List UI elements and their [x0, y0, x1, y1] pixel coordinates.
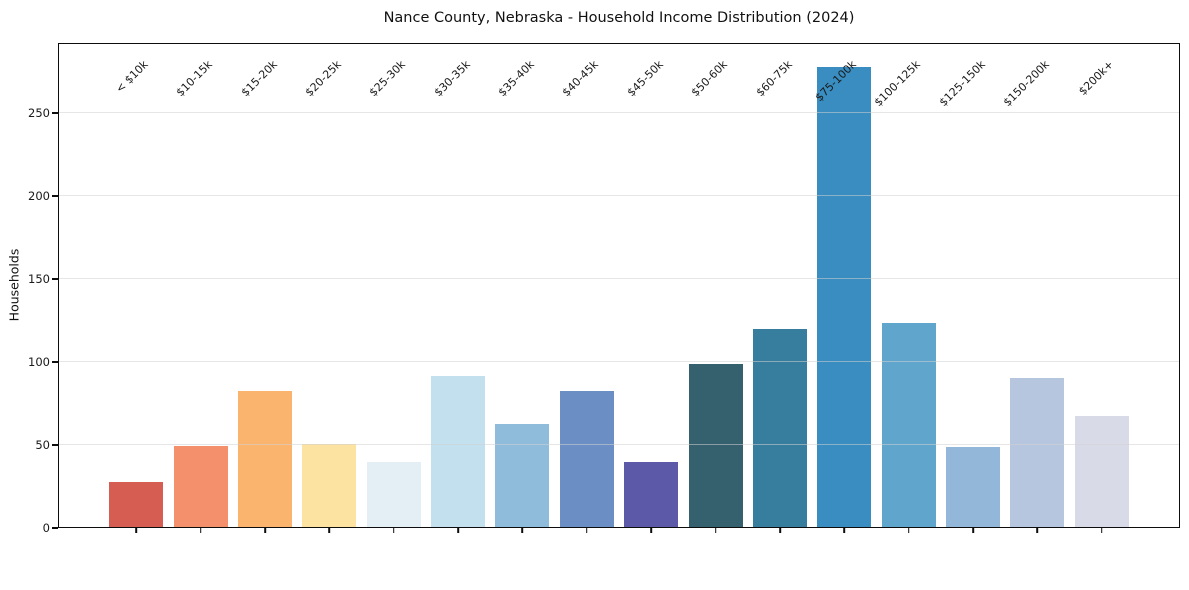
x-tick-mark-9: [650, 527, 652, 533]
x-tick-mark-13: [907, 527, 910, 533]
bar-slot-13: $100-125k: [872, 44, 941, 533]
bar-slot-10: $50-60k: [683, 44, 747, 533]
y-axis-label: Households: [6, 248, 22, 322]
bar-125-150k: [946, 447, 1001, 527]
x-tick-label-7: $35-40k: [495, 57, 538, 100]
bar-slot-9: $45-50k: [619, 44, 683, 533]
bar-slot-5: $25-30k: [362, 44, 426, 533]
x-tick-mark-4: [328, 527, 331, 533]
bar-slot-12: $75-100k: [812, 44, 876, 533]
x-tick-label-4: $20-25k: [302, 57, 344, 100]
bar-slot-11: $60-75k: [748, 44, 812, 533]
bar-20-25k: [302, 443, 357, 527]
y-tick-mark-150: [52, 278, 58, 280]
x-tick-label-1: < $10k: [113, 57, 151, 96]
x-tick-label-3: $15-20k: [238, 57, 280, 100]
y-tick-mark-0: [52, 527, 58, 529]
bar-slot-1: < $10k: [104, 44, 168, 533]
x-tick-mark-16: [1101, 527, 1103, 533]
x-tick-label-6: $30-35k: [431, 57, 473, 100]
x-tick-label-5: $25-30k: [367, 57, 409, 100]
y-tick-mark-100: [52, 361, 58, 363]
bar-35-40k: [495, 424, 550, 527]
bars-container: < $10k $10-15k $15-20k $20-25k $25-30k $30-35…: [104, 44, 1134, 533]
bar-40-45k: [559, 390, 614, 527]
bar-25-30k: [366, 462, 421, 527]
bar-45-50k: [624, 462, 679, 527]
x-tick-mark-15: [1036, 527, 1039, 533]
bar-200k: [1074, 415, 1129, 527]
x-tick-label-8: $40-45k: [560, 57, 602, 100]
bar-100-125k: [881, 322, 936, 527]
x-tick-mark-3: [264, 527, 266, 533]
chart-title: Nance County, Nebraska - Household Incom…: [383, 10, 855, 26]
bar-slot-2: $10-15k: [168, 44, 232, 533]
bar-75-100k: [817, 66, 872, 527]
bar-slot-14: $125-150k: [937, 44, 1005, 533]
x-tick-label-13: $100-125k: [872, 57, 924, 110]
bar-slot-15: $150-200k: [1001, 44, 1069, 533]
bar-10-15k: [173, 445, 228, 527]
bar-slot-16: $200k+: [1070, 44, 1134, 533]
x-tick-label-16: $200k+: [1076, 57, 1117, 98]
x-tick-mark-11: [779, 527, 781, 533]
x-tick-mark-10: [714, 527, 717, 533]
x-tick-label-14: $125-150k: [936, 57, 988, 110]
x-tick-mark-14: [972, 527, 974, 533]
bar-150-200k: [1010, 377, 1065, 527]
x-tick-label-15: $150-200k: [1000, 57, 1053, 110]
bar-slot-7: $35-40k: [490, 44, 554, 533]
x-tick-label-10: $50-60k: [688, 57, 731, 100]
y-tick-mark-250: [52, 111, 58, 114]
bar-slot-6: $30-35k: [426, 44, 490, 533]
bar-50-60k: [688, 364, 743, 527]
bar-slot-3: $15-20k: [233, 44, 297, 533]
x-tick-label-2: $10-15k: [173, 57, 216, 100]
bar-slot-8: $40-45k: [555, 44, 619, 533]
bar-10k: [109, 482, 164, 527]
bar-30-35k: [431, 375, 486, 527]
x-tick-mark-5: [392, 527, 395, 533]
y-tick-mark-200: [52, 195, 58, 197]
x-tick-label-9: $45-50k: [624, 57, 666, 100]
x-tick-mark-2: [199, 527, 202, 533]
x-tick-mark-7: [521, 527, 524, 533]
x-tick-mark-12: [843, 527, 846, 533]
plot-area: < $10k $10-15k $15-20k $20-25k $25-30k $30-35…: [58, 43, 1180, 533]
x-tick-mark-1: [135, 527, 137, 533]
bar-slot-4: $20-25k: [297, 44, 361, 533]
x-tick-mark-8: [586, 527, 588, 533]
bar-60-75k: [752, 329, 807, 527]
x-tick-label-11: $60-75k: [753, 57, 795, 100]
x-tick-mark-6: [457, 527, 459, 533]
y-tick-mark-50: [52, 444, 58, 446]
bar-15-20k: [237, 390, 292, 527]
